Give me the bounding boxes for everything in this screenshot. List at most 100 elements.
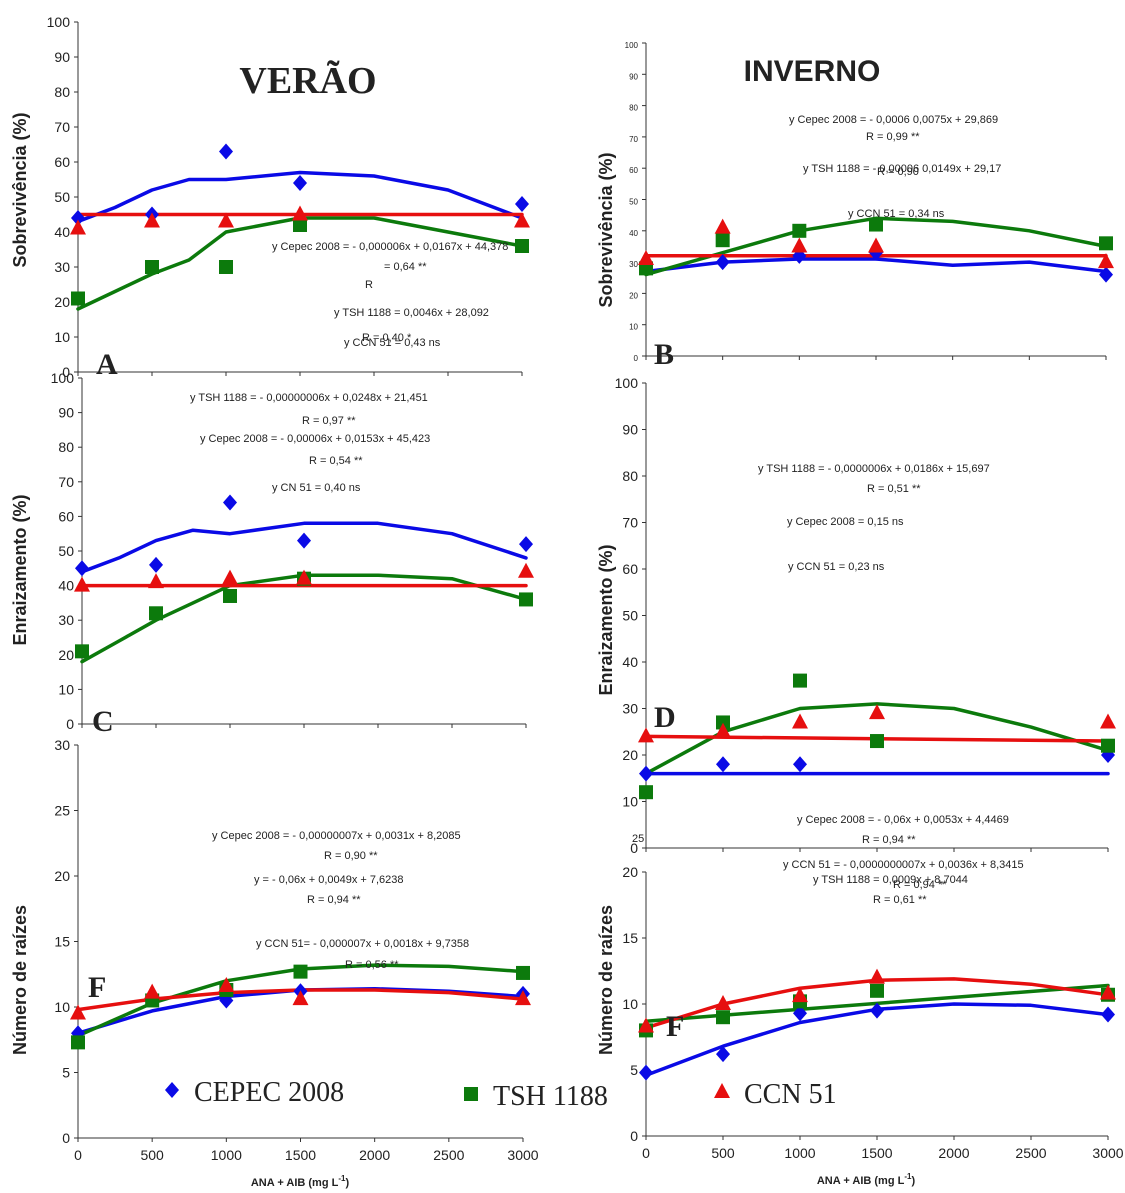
y-axis-label: Número de raízes <box>10 905 30 1055</box>
y-axis-label: Enraizamento (%) <box>596 544 616 695</box>
fit-curve-cepec <box>80 521 528 574</box>
y-tick-label: 0 <box>630 840 638 856</box>
data-point-tsh <box>516 965 530 980</box>
data-point-ccn <box>869 968 885 984</box>
y-tick-label: 10 <box>629 323 638 332</box>
regression-equation: y TSH 1188 = 0,0046x + 28,092 <box>334 307 489 319</box>
regression-equation: R = 0,90 <box>877 166 919 178</box>
panel-letter: B <box>654 338 674 371</box>
data-point-ccn <box>638 249 654 265</box>
legend-label: CCN 51 <box>744 1079 837 1110</box>
data-point-ccn <box>1100 984 1116 1000</box>
regression-equation: y TSH 1188 = - 0,00000006x + 0,0248x + 2… <box>190 392 428 404</box>
data-point-tsh <box>1099 236 1113 251</box>
data-point-cepec <box>219 143 233 160</box>
y-tick-label: 15 <box>54 934 70 950</box>
y-tick-label: 30 <box>622 701 638 717</box>
regression-equation: y Cepec 2008 = - 0,00006x + 0,0153x + 45… <box>200 433 430 445</box>
y-tick-label: 90 <box>54 49 70 65</box>
regression-equation: R = 0,94 ** <box>893 879 947 891</box>
data-point-cepec <box>223 494 237 511</box>
y-tick-label: 10 <box>58 681 74 697</box>
y-tick-label: 20 <box>629 291 638 300</box>
x-tick-label: 3000 <box>1092 1145 1123 1161</box>
y-tick-label: 0 <box>66 716 74 732</box>
data-point-tsh <box>71 291 85 306</box>
x-tick-label: 1000 <box>211 1147 242 1163</box>
y-tick-label: 30 <box>54 259 70 275</box>
y-tick-label: 60 <box>58 508 74 524</box>
y-tick-label: 70 <box>54 119 70 135</box>
x-tick-label: 1500 <box>285 1147 316 1163</box>
y-axis-label: Sobrevivência (%) <box>10 112 30 267</box>
data-point-ccn <box>1100 713 1116 729</box>
y-tick-label: 40 <box>629 229 638 238</box>
data-point-tsh <box>793 673 807 688</box>
data-point-ccn <box>638 727 654 743</box>
y-tick-label: 0 <box>62 364 70 380</box>
y-tick-label: 50 <box>58 543 74 559</box>
y-tick-label: 40 <box>58 578 74 594</box>
data-point-ccn <box>70 219 86 235</box>
legend-marker-cepec <box>165 1082 179 1098</box>
x-tick-label: 0 <box>74 1147 82 1163</box>
y-tick-label: 0 <box>630 1128 638 1144</box>
data-point-ccn <box>792 713 808 729</box>
data-point-ccn <box>715 995 731 1010</box>
data-point-cepec <box>519 536 533 553</box>
data-point-ccn <box>791 237 808 253</box>
y-tick-label: 20 <box>622 747 638 763</box>
y-tick-label: 100 <box>47 14 71 30</box>
season-heading-winter: INVERNO <box>744 55 881 88</box>
x-axis-label-text: ANA + AIB (mg L <box>817 1175 905 1187</box>
data-point-tsh <box>515 239 529 253</box>
x-axis-label-end: ) <box>911 1175 915 1187</box>
regression-equation: y Cepec 2008 = - 0,06x + 0,0053x + 4,446… <box>797 814 1009 826</box>
y-tick-label: 80 <box>629 104 638 113</box>
x-axis-label-sup: -1 <box>904 1172 912 1181</box>
regression-equation: R = 0,94 ** <box>307 894 361 906</box>
data-point-tsh <box>219 260 233 274</box>
y-axis-label: Número de raízes <box>596 905 616 1055</box>
y-tick-label: 80 <box>58 439 74 455</box>
chart-panel-c: 0 10 20 30 40 50 60 70 80 90 100 Enraizamento (%) y … <box>10 370 534 738</box>
panel-letter: C <box>92 705 114 738</box>
y-tick-label: 100 <box>51 370 75 386</box>
data-point-ccn <box>869 704 885 720</box>
data-point-cepec <box>1099 266 1113 283</box>
regression-equation: y Cepec 2008 = - 0,00000007x + 0,0031x +… <box>212 830 461 842</box>
y-tick-label: 60 <box>54 154 70 170</box>
data-point-tsh <box>223 588 237 603</box>
data-point-tsh <box>715 233 730 248</box>
data-point-cepec <box>75 560 89 577</box>
y-tick-label: 25 <box>54 803 70 819</box>
y-tick-label: 80 <box>622 468 638 484</box>
data-point-ccn <box>148 573 164 589</box>
fit-curve-cepec <box>76 170 524 224</box>
y-tick-label: 10 <box>54 999 70 1015</box>
y-tick-label: 90 <box>58 405 74 421</box>
data-point-ccn <box>296 569 312 585</box>
regression-equation: y Cepec 2008 = - 0,000006x + 0,0167x + 4… <box>272 241 508 253</box>
regression-equation: y TSH 1188 = - 0,0000006x + 0,0186x + 15… <box>758 463 990 475</box>
y-tick-label: 30 <box>58 612 74 628</box>
x-tick-label: 2500 <box>1015 1145 1046 1161</box>
x-tick-label: 2500 <box>433 1147 464 1163</box>
fit-curve-tsh <box>76 216 524 311</box>
data-point-tsh <box>519 592 533 607</box>
chart-panel-f: 0 5 10 15 20 0 500 1000 1500 2000 2500 3000 Número d… <box>596 814 1124 1161</box>
data-point-tsh <box>1101 738 1115 753</box>
x-tick-label: 2000 <box>938 1145 969 1161</box>
panel-letter: F <box>88 971 106 1004</box>
data-point-ccn <box>515 990 531 1006</box>
legend-item-tsh: TSH 1188 <box>464 1081 608 1112</box>
y-tick-label: 20 <box>54 294 70 310</box>
y-tick-label: 50 <box>54 189 70 205</box>
data-point-ccn <box>292 990 309 1006</box>
fit-curve-tsh <box>80 573 528 664</box>
regression-equation: y CN 51 = 0,40 ns <box>272 482 361 494</box>
data-point-cepec <box>149 556 163 573</box>
y-tick-label: 60 <box>629 166 638 175</box>
data-point-tsh <box>716 715 730 730</box>
data-point-cepec <box>71 210 85 226</box>
